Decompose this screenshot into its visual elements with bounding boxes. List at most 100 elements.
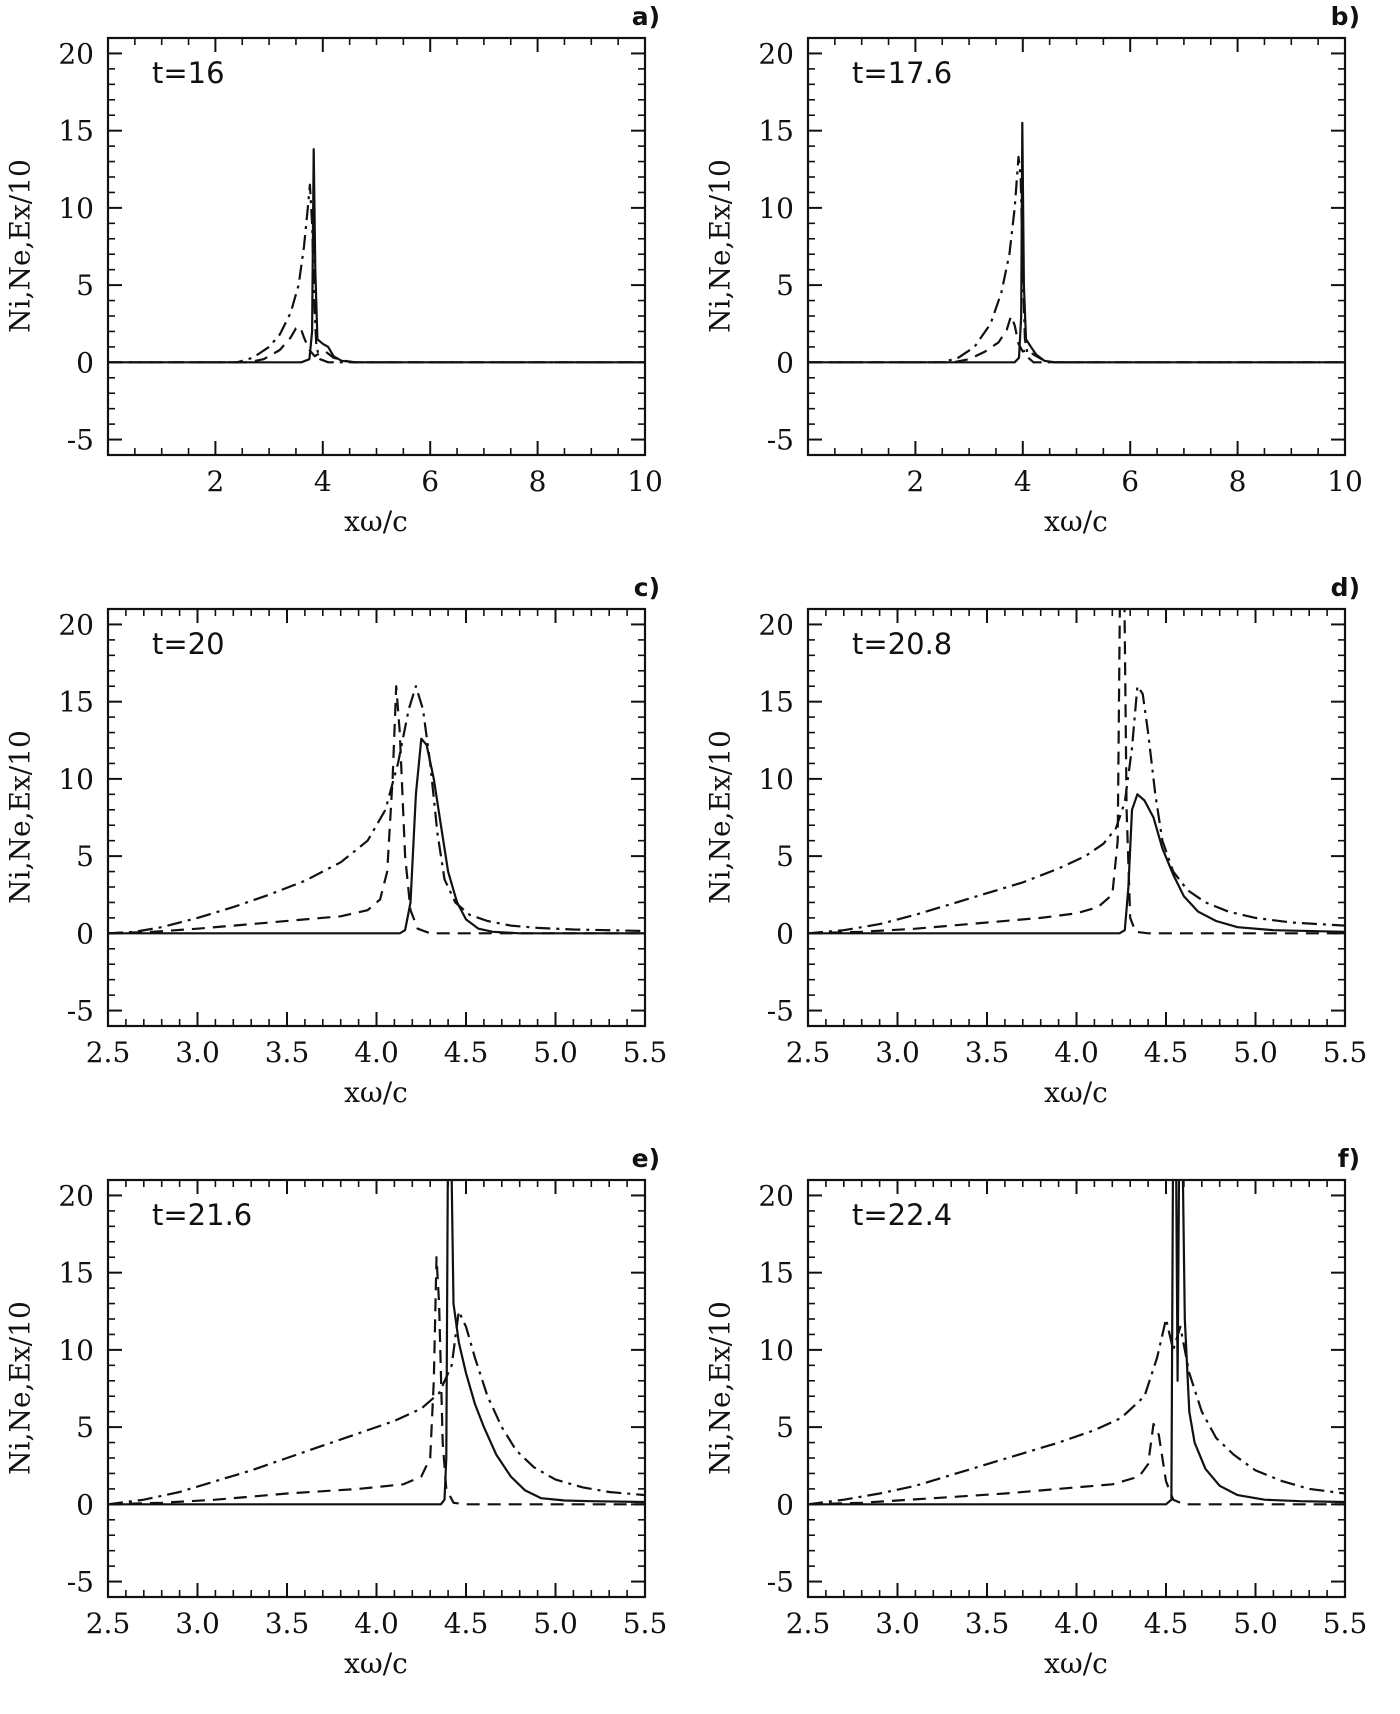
chart-canvas-d: 2.5 3.0 3.5 4.0 4.5 5.0 5.5 -5 0 5 10 15 20: [758, 607, 1368, 1069]
panel-letter-d: d): [1330, 573, 1360, 602]
x-axis-label-a: xω/c: [344, 505, 408, 538]
svg-text:5.0: 5.0: [533, 1607, 578, 1640]
svg-text:0: 0: [776, 917, 794, 950]
panel-e: 2.5 3.0 3.5 4.0 4.5 5.0 5.5 -5 0 5 10 15 20 e) t=21.…: [0, 1142, 700, 1713]
svg-text:8: 8: [529, 465, 547, 498]
panel-letter-c: c): [633, 573, 660, 602]
svg-text:3.5: 3.5: [965, 1036, 1010, 1069]
svg-text:20: 20: [58, 37, 94, 70]
svg-text:10: 10: [58, 1334, 94, 1367]
svg-text:2.5: 2.5: [86, 1607, 131, 1640]
svg-text:5.0: 5.0: [1233, 1036, 1278, 1069]
svg-text:20: 20: [758, 608, 794, 641]
svg-text:5.0: 5.0: [1233, 1607, 1278, 1640]
y-axis-label-c: Ni,Ne,Ex/10: [3, 730, 37, 904]
chart-canvas-a: 2 4 6 8 10 -5 0 5 10 15 20: [58, 36, 663, 498]
panel-c: 2.5 3.0 3.5 4.0 4.5 5.0 5.5 -5 0 5 10 15 20 c) t=20 …: [0, 571, 700, 1142]
svg-text:5: 5: [776, 269, 794, 302]
svg-text:3.0: 3.0: [175, 1036, 220, 1069]
svg-text:2: 2: [206, 465, 224, 498]
svg-text:5: 5: [776, 840, 794, 873]
svg-text:20: 20: [58, 1179, 94, 1212]
chart-canvas-b: 2 4 6 8 10 -5 0 5 10 15 20: [758, 36, 1363, 498]
y-axis-label-d: Ni,Ne,Ex/10: [703, 730, 737, 904]
svg-text:15: 15: [58, 115, 94, 148]
time-annotation-f: t=22.4: [852, 1198, 953, 1232]
svg-text:10: 10: [58, 763, 94, 796]
svg-text:0: 0: [776, 1488, 794, 1521]
svg-text:0: 0: [776, 346, 794, 379]
svg-text:0: 0: [76, 346, 94, 379]
svg-text:8: 8: [1229, 465, 1247, 498]
panel-a: 2 4 6 8 10 -5 0 5 10 15 20 a) t=16 Ni,Ne,Ex/10 xω/…: [0, 0, 700, 571]
svg-text:10: 10: [758, 192, 794, 225]
x-axis-label-b: xω/c: [1044, 505, 1108, 538]
svg-text:4.0: 4.0: [1054, 1607, 1099, 1640]
svg-text:4.0: 4.0: [354, 1036, 399, 1069]
svg-text:5: 5: [76, 1411, 94, 1444]
svg-text:4.5: 4.5: [444, 1036, 489, 1069]
svg-text:4.5: 4.5: [1144, 1036, 1189, 1069]
svg-text:6: 6: [421, 465, 439, 498]
svg-text:15: 15: [58, 686, 94, 719]
svg-text:3.0: 3.0: [175, 1607, 220, 1640]
svg-text:2.5: 2.5: [86, 1036, 131, 1069]
panel-d: 2.5 3.0 3.5 4.0 4.5 5.0 5.5 -5 0 5 10 15 20 d) t=20.…: [700, 571, 1400, 1142]
svg-text:3.5: 3.5: [265, 1607, 310, 1640]
chart-canvas-c: 2.5 3.0 3.5 4.0 4.5 5.0 5.5 -5 0 5 10 15 20: [58, 607, 668, 1069]
svg-text:5: 5: [76, 269, 94, 302]
x-axis-label-e: xω/c: [344, 1647, 408, 1680]
svg-text:0: 0: [76, 1488, 94, 1521]
svg-text:6: 6: [1121, 465, 1139, 498]
chart-canvas-f: 2.5 3.0 3.5 4.0 4.5 5.0 5.5 -5 0 5 10 15 20: [758, 1178, 1367, 1640]
svg-text:10: 10: [1327, 465, 1363, 498]
chart-canvas-e: 2.5 3.0 3.5 4.0 4.5 5.0 5.5 -5 0 5 10 15 20: [58, 1178, 668, 1640]
svg-text:20: 20: [758, 1179, 794, 1212]
x-axis-label-d: xω/c: [1044, 1076, 1108, 1109]
svg-text:20: 20: [58, 608, 94, 641]
svg-text:3.0: 3.0: [875, 1036, 920, 1069]
svg-text:20: 20: [758, 37, 794, 70]
svg-text:5.5: 5.5: [1323, 1036, 1368, 1069]
svg-text:-5: -5: [767, 424, 794, 457]
svg-text:10: 10: [627, 465, 663, 498]
time-annotation-d: t=20.8: [852, 627, 953, 661]
time-annotation-b: t=17.6: [852, 56, 953, 90]
svg-text:5.0: 5.0: [533, 1036, 578, 1069]
svg-text:5.5: 5.5: [623, 1607, 668, 1640]
svg-text:2.5: 2.5: [786, 1036, 831, 1069]
svg-text:15: 15: [58, 1257, 94, 1290]
panel-letter-f: f): [1337, 1144, 1360, 1173]
x-axis-label-f: xω/c: [1044, 1647, 1108, 1680]
panel-letter-e: e): [631, 1144, 660, 1173]
svg-text:-5: -5: [767, 1566, 794, 1599]
svg-text:5: 5: [76, 840, 94, 873]
svg-text:4: 4: [1014, 465, 1032, 498]
y-axis-label-a: Ni,Ne,Ex/10: [3, 159, 37, 333]
svg-text:-5: -5: [67, 995, 94, 1028]
svg-text:10: 10: [758, 763, 794, 796]
svg-text:3.0: 3.0: [875, 1607, 920, 1640]
y-axis-label-e: Ni,Ne,Ex/10: [3, 1301, 37, 1475]
svg-text:10: 10: [58, 192, 94, 225]
svg-text:3.5: 3.5: [265, 1036, 310, 1069]
svg-text:4: 4: [314, 465, 332, 498]
panel-f: 2.5 3.0 3.5 4.0 4.5 5.0 5.5 -5 0 5 10 15 20 f) t=22.…: [700, 1142, 1400, 1713]
svg-text:-5: -5: [67, 424, 94, 457]
panel-letter-b: b): [1330, 2, 1360, 31]
svg-text:5.5: 5.5: [623, 1036, 668, 1069]
svg-text:4.0: 4.0: [1054, 1036, 1099, 1069]
svg-text:15: 15: [758, 1257, 794, 1290]
time-annotation-e: t=21.6: [152, 1198, 253, 1232]
time-annotation-a: t=16: [152, 56, 225, 90]
y-axis-label-f: Ni,Ne,Ex/10: [703, 1301, 737, 1475]
svg-text:4.5: 4.5: [1144, 1607, 1189, 1640]
svg-text:4.5: 4.5: [444, 1607, 489, 1640]
svg-text:-5: -5: [67, 1566, 94, 1599]
y-axis-label-b: Ni,Ne,Ex/10: [703, 159, 737, 333]
svg-text:15: 15: [758, 686, 794, 719]
panel-b: 2 4 6 8 10 -5 0 5 10 15 20 b) t=17.6 Ni,Ne,Ex/10 x…: [700, 0, 1400, 571]
svg-text:4.0: 4.0: [354, 1607, 399, 1640]
svg-text:-5: -5: [767, 995, 794, 1028]
